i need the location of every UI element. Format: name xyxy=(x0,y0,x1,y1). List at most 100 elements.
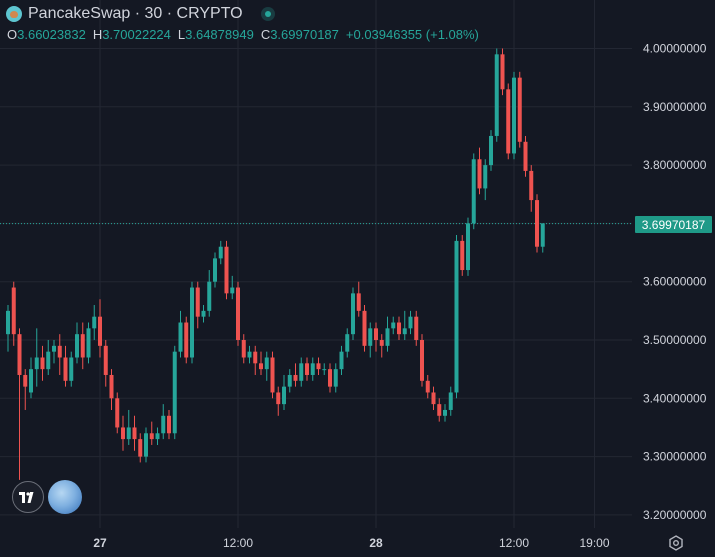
candle[interactable] xyxy=(339,345,344,375)
candle[interactable] xyxy=(195,281,200,329)
candle[interactable] xyxy=(299,357,304,387)
moon-icon[interactable] xyxy=(48,480,82,514)
candle[interactable] xyxy=(178,310,183,358)
candle[interactable] xyxy=(236,281,240,346)
candle[interactable] xyxy=(305,357,309,381)
time-axis[interactable]: 27 12:00 28 12:00 19:00 xyxy=(93,536,610,550)
candle[interactable] xyxy=(103,340,108,387)
price-axis[interactable]: 4.000000003.900000003.800000003.70000000… xyxy=(643,42,707,522)
candle[interactable] xyxy=(517,71,522,148)
candle[interactable] xyxy=(471,153,476,230)
candle[interactable] xyxy=(207,270,212,317)
candle[interactable] xyxy=(132,415,137,451)
candle[interactable] xyxy=(345,328,350,358)
candle[interactable] xyxy=(333,363,338,393)
candle[interactable] xyxy=(259,351,263,375)
candle[interactable] xyxy=(149,421,154,445)
candle[interactable] xyxy=(356,281,361,317)
candle[interactable] xyxy=(86,322,91,364)
candle[interactable] xyxy=(454,235,459,399)
candle[interactable] xyxy=(408,310,413,335)
candle[interactable] xyxy=(287,369,292,393)
candle[interactable] xyxy=(126,409,131,445)
candle[interactable] xyxy=(437,398,442,422)
candle[interactable] xyxy=(109,369,114,410)
candle[interactable] xyxy=(460,235,465,276)
candle[interactable] xyxy=(529,165,534,212)
candle[interactable] xyxy=(167,409,171,440)
candle[interactable] xyxy=(264,351,269,381)
candle[interactable] xyxy=(316,357,321,375)
candle[interactable] xyxy=(213,252,217,288)
candle[interactable] xyxy=(512,71,516,160)
candle[interactable] xyxy=(431,386,436,410)
symbol-title[interactable]: PancakeSwap · 30 · CRYPTO xyxy=(28,5,243,22)
candle[interactable] xyxy=(500,48,505,96)
candle[interactable] xyxy=(144,427,148,463)
candle[interactable] xyxy=(218,240,223,265)
candle[interactable] xyxy=(420,334,424,387)
candle[interactable] xyxy=(80,322,85,370)
candle[interactable] xyxy=(161,404,166,440)
candle[interactable] xyxy=(448,386,453,416)
candle[interactable] xyxy=(98,299,102,358)
candle[interactable] xyxy=(414,310,419,346)
candle[interactable] xyxy=(322,363,327,375)
candle[interactable] xyxy=(483,159,488,201)
candle[interactable] xyxy=(276,386,281,416)
candle[interactable] xyxy=(17,328,22,480)
candle[interactable] xyxy=(466,217,470,276)
candle[interactable] xyxy=(362,305,367,352)
candle[interactable] xyxy=(40,345,45,381)
candle[interactable] xyxy=(351,287,355,340)
candle[interactable] xyxy=(270,351,275,399)
candle[interactable] xyxy=(224,240,229,300)
candle[interactable] xyxy=(523,135,528,177)
candle[interactable] xyxy=(535,194,539,253)
candle[interactable] xyxy=(115,392,120,434)
candle[interactable] xyxy=(69,351,74,387)
candle[interactable] xyxy=(6,305,10,352)
tradingview-logo-icon[interactable] xyxy=(12,481,44,513)
candle[interactable] xyxy=(443,404,447,422)
candle[interactable] xyxy=(489,130,493,171)
candle[interactable] xyxy=(293,363,298,387)
market-status-icon[interactable] xyxy=(260,7,275,21)
candle[interactable] xyxy=(155,427,160,445)
candle[interactable] xyxy=(540,223,545,253)
candle[interactable] xyxy=(379,334,384,358)
candle[interactable] xyxy=(52,340,56,364)
candle[interactable] xyxy=(328,363,332,393)
candle[interactable] xyxy=(282,374,286,410)
candle[interactable] xyxy=(57,334,62,375)
candle[interactable] xyxy=(34,328,39,387)
candle[interactable] xyxy=(29,357,33,399)
candle[interactable] xyxy=(63,345,68,387)
candle[interactable] xyxy=(385,316,390,352)
candle[interactable] xyxy=(172,345,177,440)
candle[interactable] xyxy=(241,334,246,364)
candle[interactable] xyxy=(477,147,482,195)
candle[interactable] xyxy=(184,316,189,364)
candle[interactable] xyxy=(190,281,194,364)
candle[interactable] xyxy=(253,345,258,375)
candle[interactable] xyxy=(368,322,373,358)
candle[interactable] xyxy=(397,316,401,340)
settings-icon[interactable] xyxy=(668,535,684,551)
candle[interactable] xyxy=(374,322,378,352)
candle[interactable] xyxy=(506,83,511,160)
candle[interactable] xyxy=(11,281,16,346)
candle[interactable] xyxy=(201,305,206,323)
candle[interactable] xyxy=(402,310,407,340)
candle[interactable] xyxy=(494,48,499,142)
candle[interactable] xyxy=(23,369,28,410)
candle[interactable] xyxy=(75,322,79,364)
candle[interactable] xyxy=(121,415,125,451)
candle[interactable] xyxy=(46,340,51,375)
candle[interactable] xyxy=(391,316,396,335)
candle[interactable] xyxy=(138,433,143,463)
candle[interactable] xyxy=(230,275,235,300)
candle[interactable] xyxy=(310,357,315,381)
